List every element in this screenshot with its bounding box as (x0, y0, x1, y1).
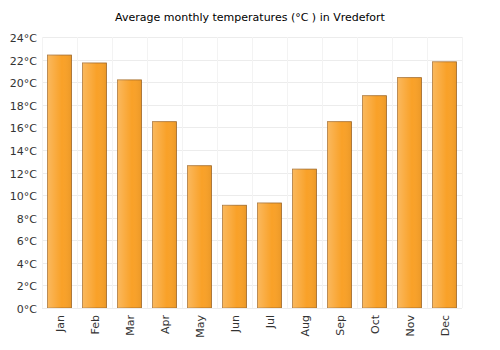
bars (48, 55, 457, 308)
y-tick-label: 2°C (17, 280, 37, 293)
grid-line (42, 308, 462, 309)
x-tick-label: Jun (229, 315, 242, 333)
v-grid-line (112, 37, 113, 308)
y-tick-label: 20°C (10, 77, 37, 90)
chart: Average monthly temperatures (°C ) in Vr… (0, 0, 500, 350)
bar (118, 80, 142, 308)
v-grid-line (77, 37, 78, 308)
x-tick-label: Nov (404, 315, 417, 337)
bar-shade (258, 203, 282, 308)
y-tick-label: 16°C (10, 122, 37, 135)
bar-shade (223, 205, 247, 308)
bar (398, 78, 422, 308)
y-tick-label: 6°C (17, 235, 37, 248)
v-grid-line (392, 37, 393, 308)
bar-shade (293, 169, 317, 308)
v-grid-line (287, 37, 288, 308)
x-tick-label: Dec (439, 315, 452, 336)
x-tick-label: Jul (264, 315, 277, 329)
bar-shade (433, 62, 457, 308)
title: Average monthly temperatures (°C ) in Vr… (115, 11, 386, 24)
bar-shade (48, 55, 72, 308)
x-tick-label: Jan (54, 315, 67, 333)
v-grid-line (427, 37, 428, 308)
y-tick-label: 22°C (10, 55, 37, 68)
y-tick-label: 12°C (10, 168, 37, 181)
bar (153, 122, 177, 308)
x-tick-label: Sep (334, 315, 347, 336)
x-tick-label: Apr (159, 315, 172, 335)
y-tick-label: 14°C (10, 145, 37, 158)
v-grid-line (357, 37, 358, 308)
v-grid-line (462, 37, 463, 308)
x-tick-label: May (194, 315, 207, 338)
bar-shade (83, 63, 107, 308)
y-tick-label: 10°C (10, 190, 37, 203)
x-tick-label: Feb (89, 315, 102, 334)
y-tick-label: 24°C (10, 32, 37, 45)
bar-shade (188, 166, 212, 308)
bar (433, 62, 457, 308)
bar (258, 203, 282, 308)
bar-shade (328, 122, 352, 308)
bar (83, 63, 107, 308)
bar (223, 205, 247, 308)
v-grid-line (217, 37, 218, 308)
v-grid-line (147, 37, 148, 308)
bar (328, 122, 352, 308)
bar (188, 166, 212, 308)
y-tick-label: 4°C (17, 258, 37, 271)
y-tick-label: 0°C (17, 303, 37, 316)
v-grid-line (252, 37, 253, 308)
bar (48, 55, 72, 308)
v-grid-line (322, 37, 323, 308)
grid (42, 37, 463, 309)
bar-shade (363, 96, 387, 308)
v-grid-line (42, 37, 43, 308)
x-tick-label: Mar (124, 315, 137, 336)
bar (363, 96, 387, 308)
bar-shade (153, 122, 177, 308)
bar (293, 169, 317, 308)
bar-shade (118, 80, 142, 308)
x-tick-label: Aug (299, 315, 312, 336)
y-tick-label: 8°C (17, 213, 37, 226)
x-tick-label: Oct (369, 314, 382, 334)
y-tick-label: 18°C (10, 100, 37, 113)
bar-shade (398, 78, 422, 308)
v-grid-line (182, 37, 183, 308)
